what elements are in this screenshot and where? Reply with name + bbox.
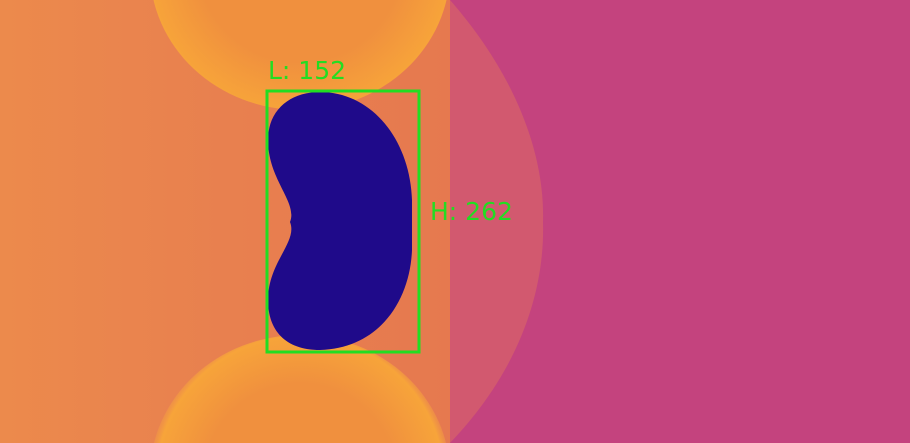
glow-bottom <box>154 335 446 443</box>
height-label: H: 262 <box>430 197 513 226</box>
length-label: L: 152 <box>268 56 346 85</box>
object-shape <box>268 92 412 350</box>
bounding-box <box>265 89 421 354</box>
shock-front <box>450 0 544 443</box>
glow-top <box>153 0 447 110</box>
